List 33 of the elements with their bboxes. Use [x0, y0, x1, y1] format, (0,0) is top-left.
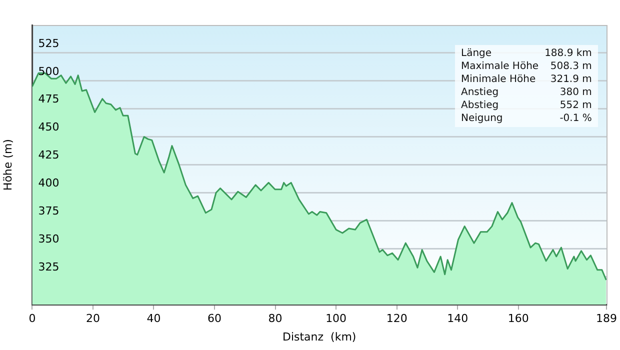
x-tick-label: 120 — [386, 312, 408, 326]
annotation: 188.9 km — [544, 48, 592, 59]
y-tick-label: 475 — [38, 92, 60, 106]
annotation: 552 m — [558, 100, 592, 111]
annotation: Länge — [461, 48, 493, 59]
x-tick-label: 140 — [447, 312, 468, 326]
x-axis-title: Distanz (km) — [282, 330, 356, 344]
y-tick-label: 400 — [38, 176, 60, 190]
y-tick-label: 450 — [38, 120, 60, 134]
annotation: Anstieg — [461, 87, 500, 98]
x-tick-label: 0 — [28, 312, 36, 326]
annotation: 321.9 m — [549, 74, 592, 85]
y-tick-label: 425 — [38, 148, 60, 162]
x-tick-label: 20 — [86, 312, 100, 326]
y-axis-title: Höhe (m) — [1, 139, 14, 191]
x-tick-label: 80 — [268, 312, 282, 326]
annotation: -0.1 % — [558, 113, 592, 124]
x-tick-label: 189 — [596, 312, 617, 326]
x-tick-label: 40 — [146, 312, 161, 326]
annotation: Minimale Höhe — [461, 74, 537, 85]
x-tick-label: 100 — [326, 312, 347, 326]
annotation: 380 m — [558, 87, 592, 98]
y-tick-label: 325 — [38, 260, 60, 274]
y-tick-label: 500 — [38, 64, 60, 78]
x-tick-label: 60 — [208, 312, 222, 326]
annotation: 508.3 m — [549, 61, 592, 72]
y-tick-label: 525 — [38, 36, 60, 50]
annotation: Abstieg — [461, 100, 500, 111]
y-tick-label: 375 — [38, 204, 60, 218]
annotation: Maximale Höhe — [461, 61, 539, 72]
x-tick-label: 160 — [508, 312, 529, 326]
annotation: Neigung — [461, 113, 504, 124]
y-tick-label: 350 — [38, 232, 60, 246]
